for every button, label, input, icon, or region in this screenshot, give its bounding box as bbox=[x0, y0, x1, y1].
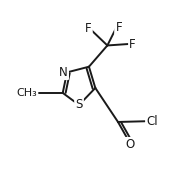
Text: O: O bbox=[125, 138, 135, 151]
Text: F: F bbox=[85, 22, 92, 35]
Text: CH₃: CH₃ bbox=[17, 88, 37, 98]
Text: F: F bbox=[129, 38, 136, 51]
Text: F: F bbox=[115, 21, 122, 33]
Text: S: S bbox=[75, 98, 83, 112]
Text: N: N bbox=[59, 66, 68, 79]
Text: Cl: Cl bbox=[146, 115, 158, 128]
